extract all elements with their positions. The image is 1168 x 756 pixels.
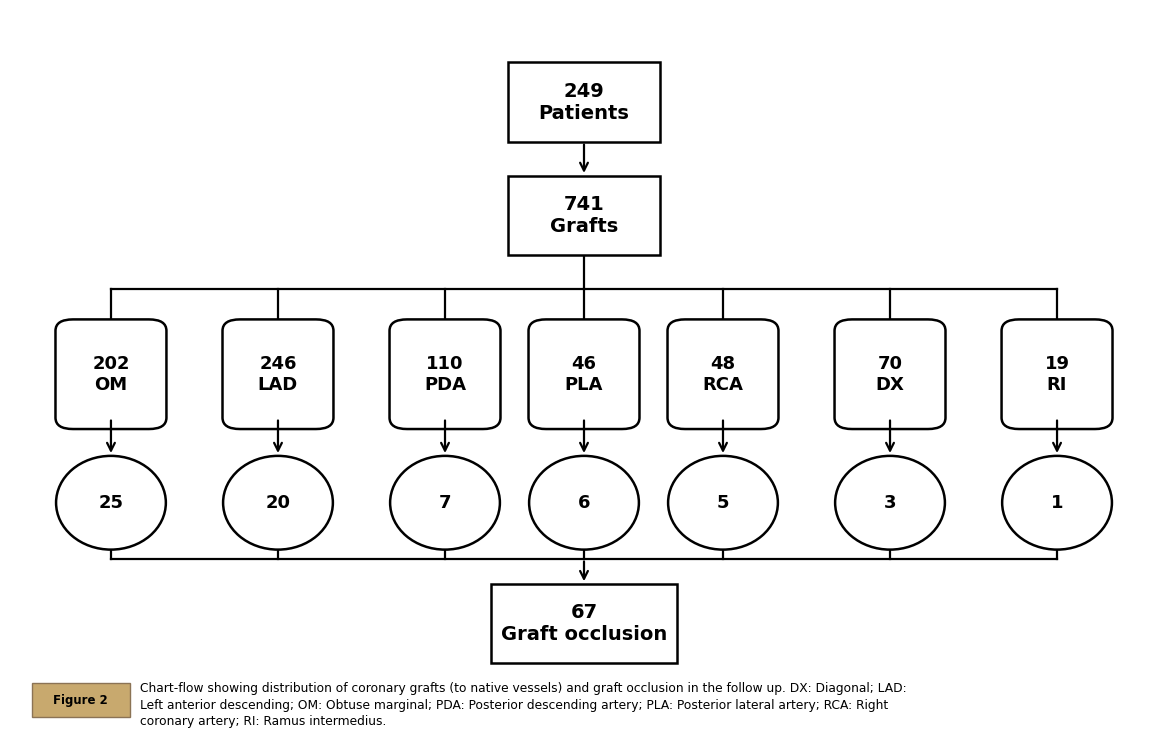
FancyBboxPatch shape — [390, 319, 500, 429]
Text: 110
PDA: 110 PDA — [424, 355, 466, 394]
Ellipse shape — [668, 456, 778, 550]
FancyBboxPatch shape — [222, 319, 334, 429]
FancyBboxPatch shape — [834, 319, 945, 429]
Text: 249
Patients: 249 Patients — [538, 82, 630, 122]
Text: 67
Graft occlusion: 67 Graft occlusion — [501, 603, 667, 644]
Ellipse shape — [529, 456, 639, 550]
FancyBboxPatch shape — [56, 319, 167, 429]
Ellipse shape — [390, 456, 500, 550]
Text: 1: 1 — [1051, 494, 1063, 512]
FancyBboxPatch shape — [491, 584, 677, 664]
FancyBboxPatch shape — [668, 319, 778, 429]
Ellipse shape — [223, 456, 333, 550]
Text: 3: 3 — [884, 494, 896, 512]
FancyBboxPatch shape — [508, 63, 660, 142]
Text: 46
PLA: 46 PLA — [565, 355, 603, 394]
Text: 6: 6 — [578, 494, 590, 512]
Text: 5: 5 — [717, 494, 729, 512]
Text: coronary artery; RI: Ramus intermedius.: coronary artery; RI: Ramus intermedius. — [140, 715, 387, 728]
Text: 20: 20 — [265, 494, 291, 512]
Ellipse shape — [1002, 456, 1112, 550]
FancyBboxPatch shape — [1002, 319, 1112, 429]
FancyBboxPatch shape — [528, 319, 640, 429]
Text: 246
LAD: 246 LAD — [258, 355, 298, 394]
Text: Chart-flow showing distribution of coronary grafts (to native vessels) and graft: Chart-flow showing distribution of coron… — [140, 682, 906, 695]
Text: Left anterior descending; OM: Obtuse marginal; PDA: Posterior descending artery;: Left anterior descending; OM: Obtuse mar… — [140, 699, 889, 711]
Text: 70
DX: 70 DX — [876, 355, 904, 394]
Text: 25: 25 — [98, 494, 124, 512]
Ellipse shape — [835, 456, 945, 550]
Ellipse shape — [56, 456, 166, 550]
Text: 7: 7 — [439, 494, 451, 512]
Text: 48
RCA: 48 RCA — [703, 355, 743, 394]
Text: 202
OM: 202 OM — [92, 355, 130, 394]
FancyBboxPatch shape — [32, 683, 130, 717]
Text: 19
RI: 19 RI — [1044, 355, 1070, 394]
Text: 741
Grafts: 741 Grafts — [550, 195, 618, 236]
FancyBboxPatch shape — [508, 176, 660, 256]
Text: Figure 2: Figure 2 — [54, 693, 107, 707]
